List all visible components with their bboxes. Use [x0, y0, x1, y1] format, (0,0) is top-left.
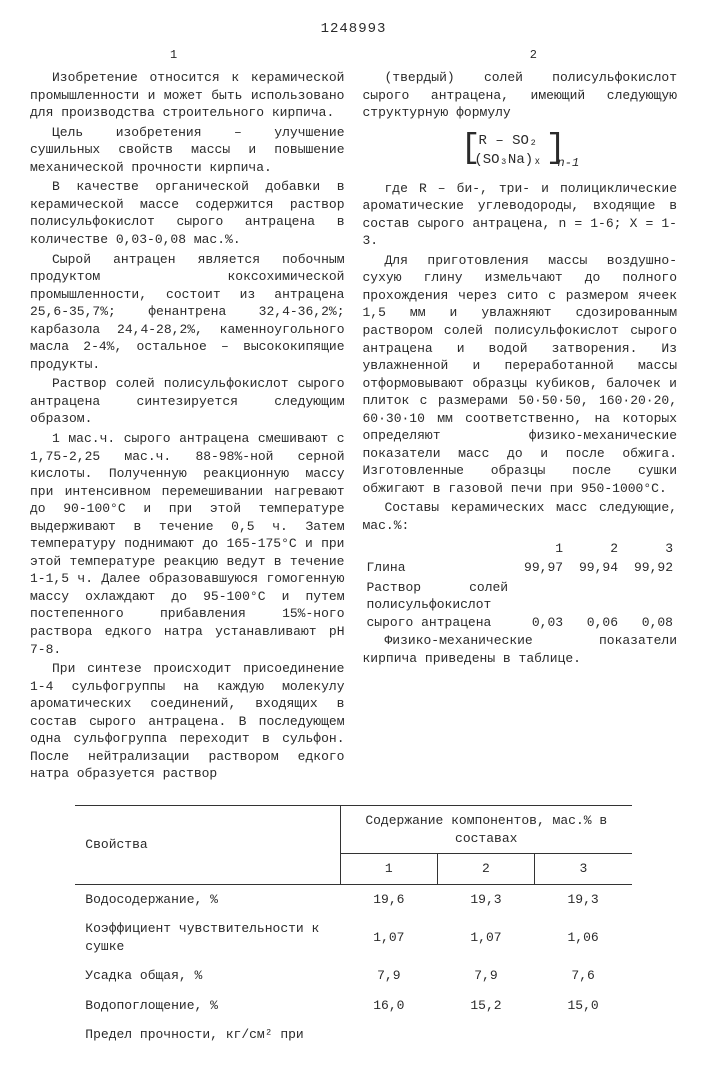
- table-row: Усадка общая, % 7,9 7,9 7,6: [75, 961, 631, 991]
- composition-table: 1 2 3 Глина 99,97 99,94 99,92 Раствор со…: [363, 539, 678, 633]
- comp-h1: 1: [512, 539, 567, 559]
- cell: 1,07: [437, 914, 534, 961]
- structural-formula: R – SO₂ (SO₃Na)ₓ n-1: [363, 130, 678, 172]
- cell: 7,9: [437, 961, 534, 991]
- properties-table: Свойства Содержание компонентов, мас.% в…: [75, 805, 631, 1050]
- comp-label-glina: Глина: [363, 558, 513, 578]
- th-properties: Свойства: [75, 805, 340, 884]
- cell: 15,0: [535, 991, 632, 1021]
- cell: 19,6: [340, 884, 437, 914]
- right-p5: Физико-механические показатели кирпича п…: [363, 632, 678, 667]
- comp-v: 99,94: [567, 558, 622, 578]
- cell: 15,2: [437, 991, 534, 1021]
- row-label: Водопоглощение, %: [75, 991, 340, 1021]
- left-p3: В качестве органической добавки в керами…: [30, 178, 345, 248]
- left-p5: Раствор солей полисульфокислот сырого ан…: [30, 375, 345, 428]
- left-p4: Сырой антрацен является побочным продукт…: [30, 251, 345, 374]
- comp-v: 0,03: [512, 578, 567, 633]
- comp-v: 99,92: [622, 558, 677, 578]
- cell: 19,3: [437, 884, 534, 914]
- left-p1: Изобретение относится к керамической про…: [30, 69, 345, 122]
- col-mark-right: 2: [530, 47, 537, 63]
- left-p7: При синтезе происходит присоединение 1-4…: [30, 660, 345, 783]
- row-label: Водосодержание, %: [75, 884, 340, 914]
- cell: 16,0: [340, 991, 437, 1021]
- row-label: Предел прочности, кг/см² при: [75, 1020, 340, 1050]
- col-mark-left: 1: [170, 47, 177, 63]
- cell: 7,9: [340, 961, 437, 991]
- cell: 1,06: [535, 914, 632, 961]
- comp-v: 99,97: [512, 558, 567, 578]
- th-components: Содержание компонентов, мас.% в составах: [340, 805, 631, 853]
- comp-v: 0,06: [567, 578, 622, 633]
- th-sub3: 3: [535, 854, 632, 885]
- cell: 19,3: [535, 884, 632, 914]
- left-column: Изобретение относится к керамической про…: [30, 69, 345, 785]
- th-sub2: 2: [437, 854, 534, 885]
- table-header-row1: Свойства Содержание компонентов, мас.% в…: [75, 805, 631, 853]
- cell: [535, 1020, 632, 1050]
- comp-row-glina: Глина 99,97 99,94 99,92: [363, 558, 678, 578]
- table-row: Коэффициент чувствительности к сушке 1,0…: [75, 914, 631, 961]
- comp-h2: 2: [567, 539, 622, 559]
- row-label: Усадка общая, %: [75, 961, 340, 991]
- row-label: Коэффициент чувствительности к сушке: [75, 914, 340, 961]
- right-p4: Составы керамических масс следующие, мас…: [363, 499, 678, 534]
- cell: [437, 1020, 534, 1050]
- cell: 7,6: [535, 961, 632, 991]
- right-column: (твердый) солей полисульфокислот сырого …: [363, 69, 678, 785]
- table-row: Предел прочности, кг/см² при: [75, 1020, 631, 1050]
- text-columns: Изобретение относится к керамической про…: [30, 69, 677, 785]
- cell: 1,07: [340, 914, 437, 961]
- comp-row-rastvor: Раствор солей полисульфокислот сырого ан…: [363, 578, 678, 633]
- cell: [340, 1020, 437, 1050]
- document-number: 1248993: [30, 20, 677, 39]
- th-sub1: 1: [340, 854, 437, 885]
- comp-v: 0,08: [622, 578, 677, 633]
- table-row: Водосодержание, % 19,6 19,3 19,3: [75, 884, 631, 914]
- left-p2: Цель изобретения – улучшение сушильных с…: [30, 124, 345, 177]
- formula-line2: (SO₃Na)ₓ: [474, 152, 541, 168]
- comp-h3: 3: [622, 539, 677, 559]
- comp-label-rastvor: Раствор солей полисульфокислот сырого ан…: [363, 578, 513, 633]
- right-p3: Для приготовления массы воздушно-сухую г…: [363, 252, 678, 498]
- left-p6: 1 мас.ч. сырого антрацена смешивают с 1,…: [30, 430, 345, 658]
- formula-line1: R – SO₂: [479, 133, 538, 149]
- comp-header-row: 1 2 3: [363, 539, 678, 559]
- column-markers: 1 2: [30, 47, 677, 63]
- right-p1: (твердый) солей полисульфокислот сырого …: [363, 69, 678, 122]
- table-row: Водопоглощение, % 16,0 15,2 15,0: [75, 991, 631, 1021]
- right-p2: где R – би-, три- и полициклические аром…: [363, 180, 678, 250]
